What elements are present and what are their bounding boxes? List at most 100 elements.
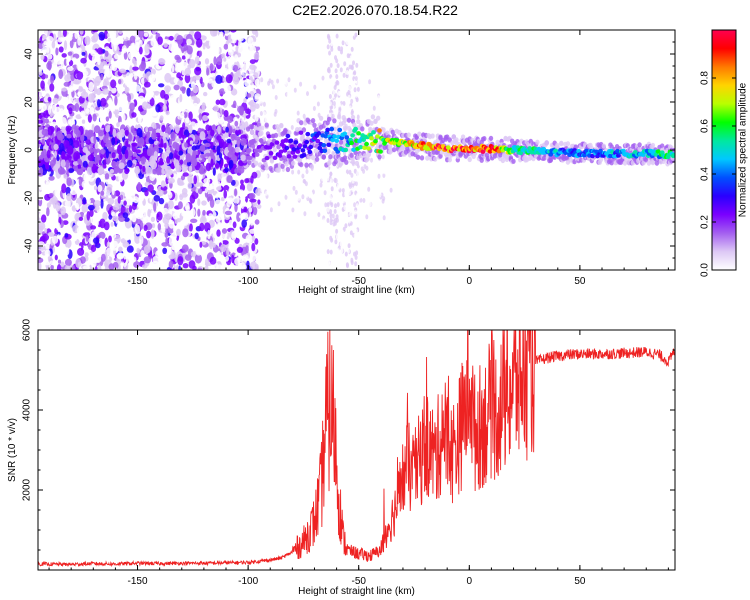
noise-cell <box>236 70 241 77</box>
noise-cell <box>76 62 83 70</box>
noise-cell <box>178 150 184 156</box>
noise-cell <box>160 180 166 188</box>
noise-cell <box>367 180 371 186</box>
noise-cell <box>110 221 114 227</box>
noise-cell <box>153 202 157 212</box>
noise-cell <box>232 76 240 85</box>
noise-cell <box>370 171 374 176</box>
noise-cell <box>264 97 268 103</box>
noise-cell <box>259 98 263 104</box>
noise-cell <box>344 179 348 185</box>
noise-cell <box>354 181 358 187</box>
noise-cell <box>94 80 101 86</box>
noise-cell <box>254 78 260 86</box>
noise-cell <box>328 94 332 99</box>
noise-cell <box>86 211 91 221</box>
noise-cell <box>249 228 256 234</box>
noise-cell <box>44 244 51 249</box>
noise-cell <box>167 60 171 67</box>
noise-cell <box>198 166 205 175</box>
noise-cell <box>388 213 392 219</box>
noise-cell <box>90 244 97 253</box>
noise-cell <box>210 129 215 137</box>
noise-cell <box>239 108 244 116</box>
noise-cell <box>262 91 266 97</box>
noise-cell <box>135 149 142 154</box>
noise-cell <box>91 38 98 43</box>
noise-cell <box>203 178 211 184</box>
noise-cell <box>93 237 100 244</box>
noise-cell <box>189 236 195 245</box>
noise-cell <box>229 133 237 139</box>
noise-cell <box>314 207 318 213</box>
noise-cell <box>133 180 138 185</box>
noise-cell <box>118 152 123 160</box>
ridge-cell <box>291 160 296 166</box>
noise-cell <box>67 66 74 72</box>
noise-cell <box>282 210 286 215</box>
noise-cell <box>78 86 84 93</box>
noise-cell <box>310 191 314 197</box>
noise-cell <box>259 111 263 116</box>
noise-cell <box>300 75 304 81</box>
noise-cell <box>262 202 266 208</box>
noise-cell <box>215 193 220 199</box>
noise-cell <box>60 117 67 127</box>
noise-cell <box>245 245 249 254</box>
noise-cell <box>136 247 140 254</box>
noise-cell <box>360 166 364 172</box>
noise-cell <box>111 57 115 67</box>
noise-cell <box>270 178 274 183</box>
noise-cell <box>354 209 358 215</box>
noise-cell <box>342 35 346 41</box>
noise-cell <box>381 120 385 126</box>
noise-cell <box>163 94 170 100</box>
noise-cell <box>374 207 378 213</box>
noise-cell <box>41 138 45 145</box>
noise-cell <box>326 249 330 255</box>
noise-cell <box>134 84 141 92</box>
ridge-cell <box>447 157 452 163</box>
noise-cell <box>100 190 105 196</box>
noise-cell <box>81 119 86 124</box>
noise-cell <box>71 57 77 62</box>
noise-cell <box>216 186 222 191</box>
noise-cell <box>68 107 73 115</box>
noise-cell <box>124 129 129 136</box>
noise-cell <box>318 164 322 170</box>
noise-cell <box>47 53 53 60</box>
ridge-cell <box>406 132 411 138</box>
noise-cell <box>265 173 268 179</box>
noise-cell <box>79 67 87 73</box>
noise-cell <box>136 135 140 143</box>
noise-cell <box>291 169 295 175</box>
noise-cell <box>100 153 104 160</box>
noise-cell <box>340 49 343 55</box>
noise-cell <box>184 142 188 148</box>
noise-cell <box>157 254 165 264</box>
noise-cell <box>319 203 323 209</box>
noise-cell <box>217 173 222 182</box>
noise-cell <box>82 197 87 205</box>
noise-cell <box>38 104 42 110</box>
noise-cell <box>128 205 133 213</box>
noise-cell <box>378 192 382 198</box>
noise-cell <box>75 258 82 269</box>
noise-cell <box>320 186 324 192</box>
noise-cell <box>83 191 91 199</box>
noise-cell <box>131 202 137 211</box>
noise-cell <box>78 216 84 221</box>
noise-cell <box>368 79 372 85</box>
noise-cell <box>77 36 82 46</box>
noise-cell <box>221 240 229 245</box>
noise-cell <box>133 72 138 81</box>
noise-cell <box>123 31 127 40</box>
noise-cell <box>128 178 134 186</box>
noise-cell <box>208 40 214 47</box>
noise-cell <box>189 223 193 232</box>
noise-cell <box>347 256 351 262</box>
noise-cell <box>249 198 257 203</box>
noise-cell <box>153 195 161 202</box>
noise-cell <box>143 32 149 38</box>
noise-cell <box>224 210 233 216</box>
